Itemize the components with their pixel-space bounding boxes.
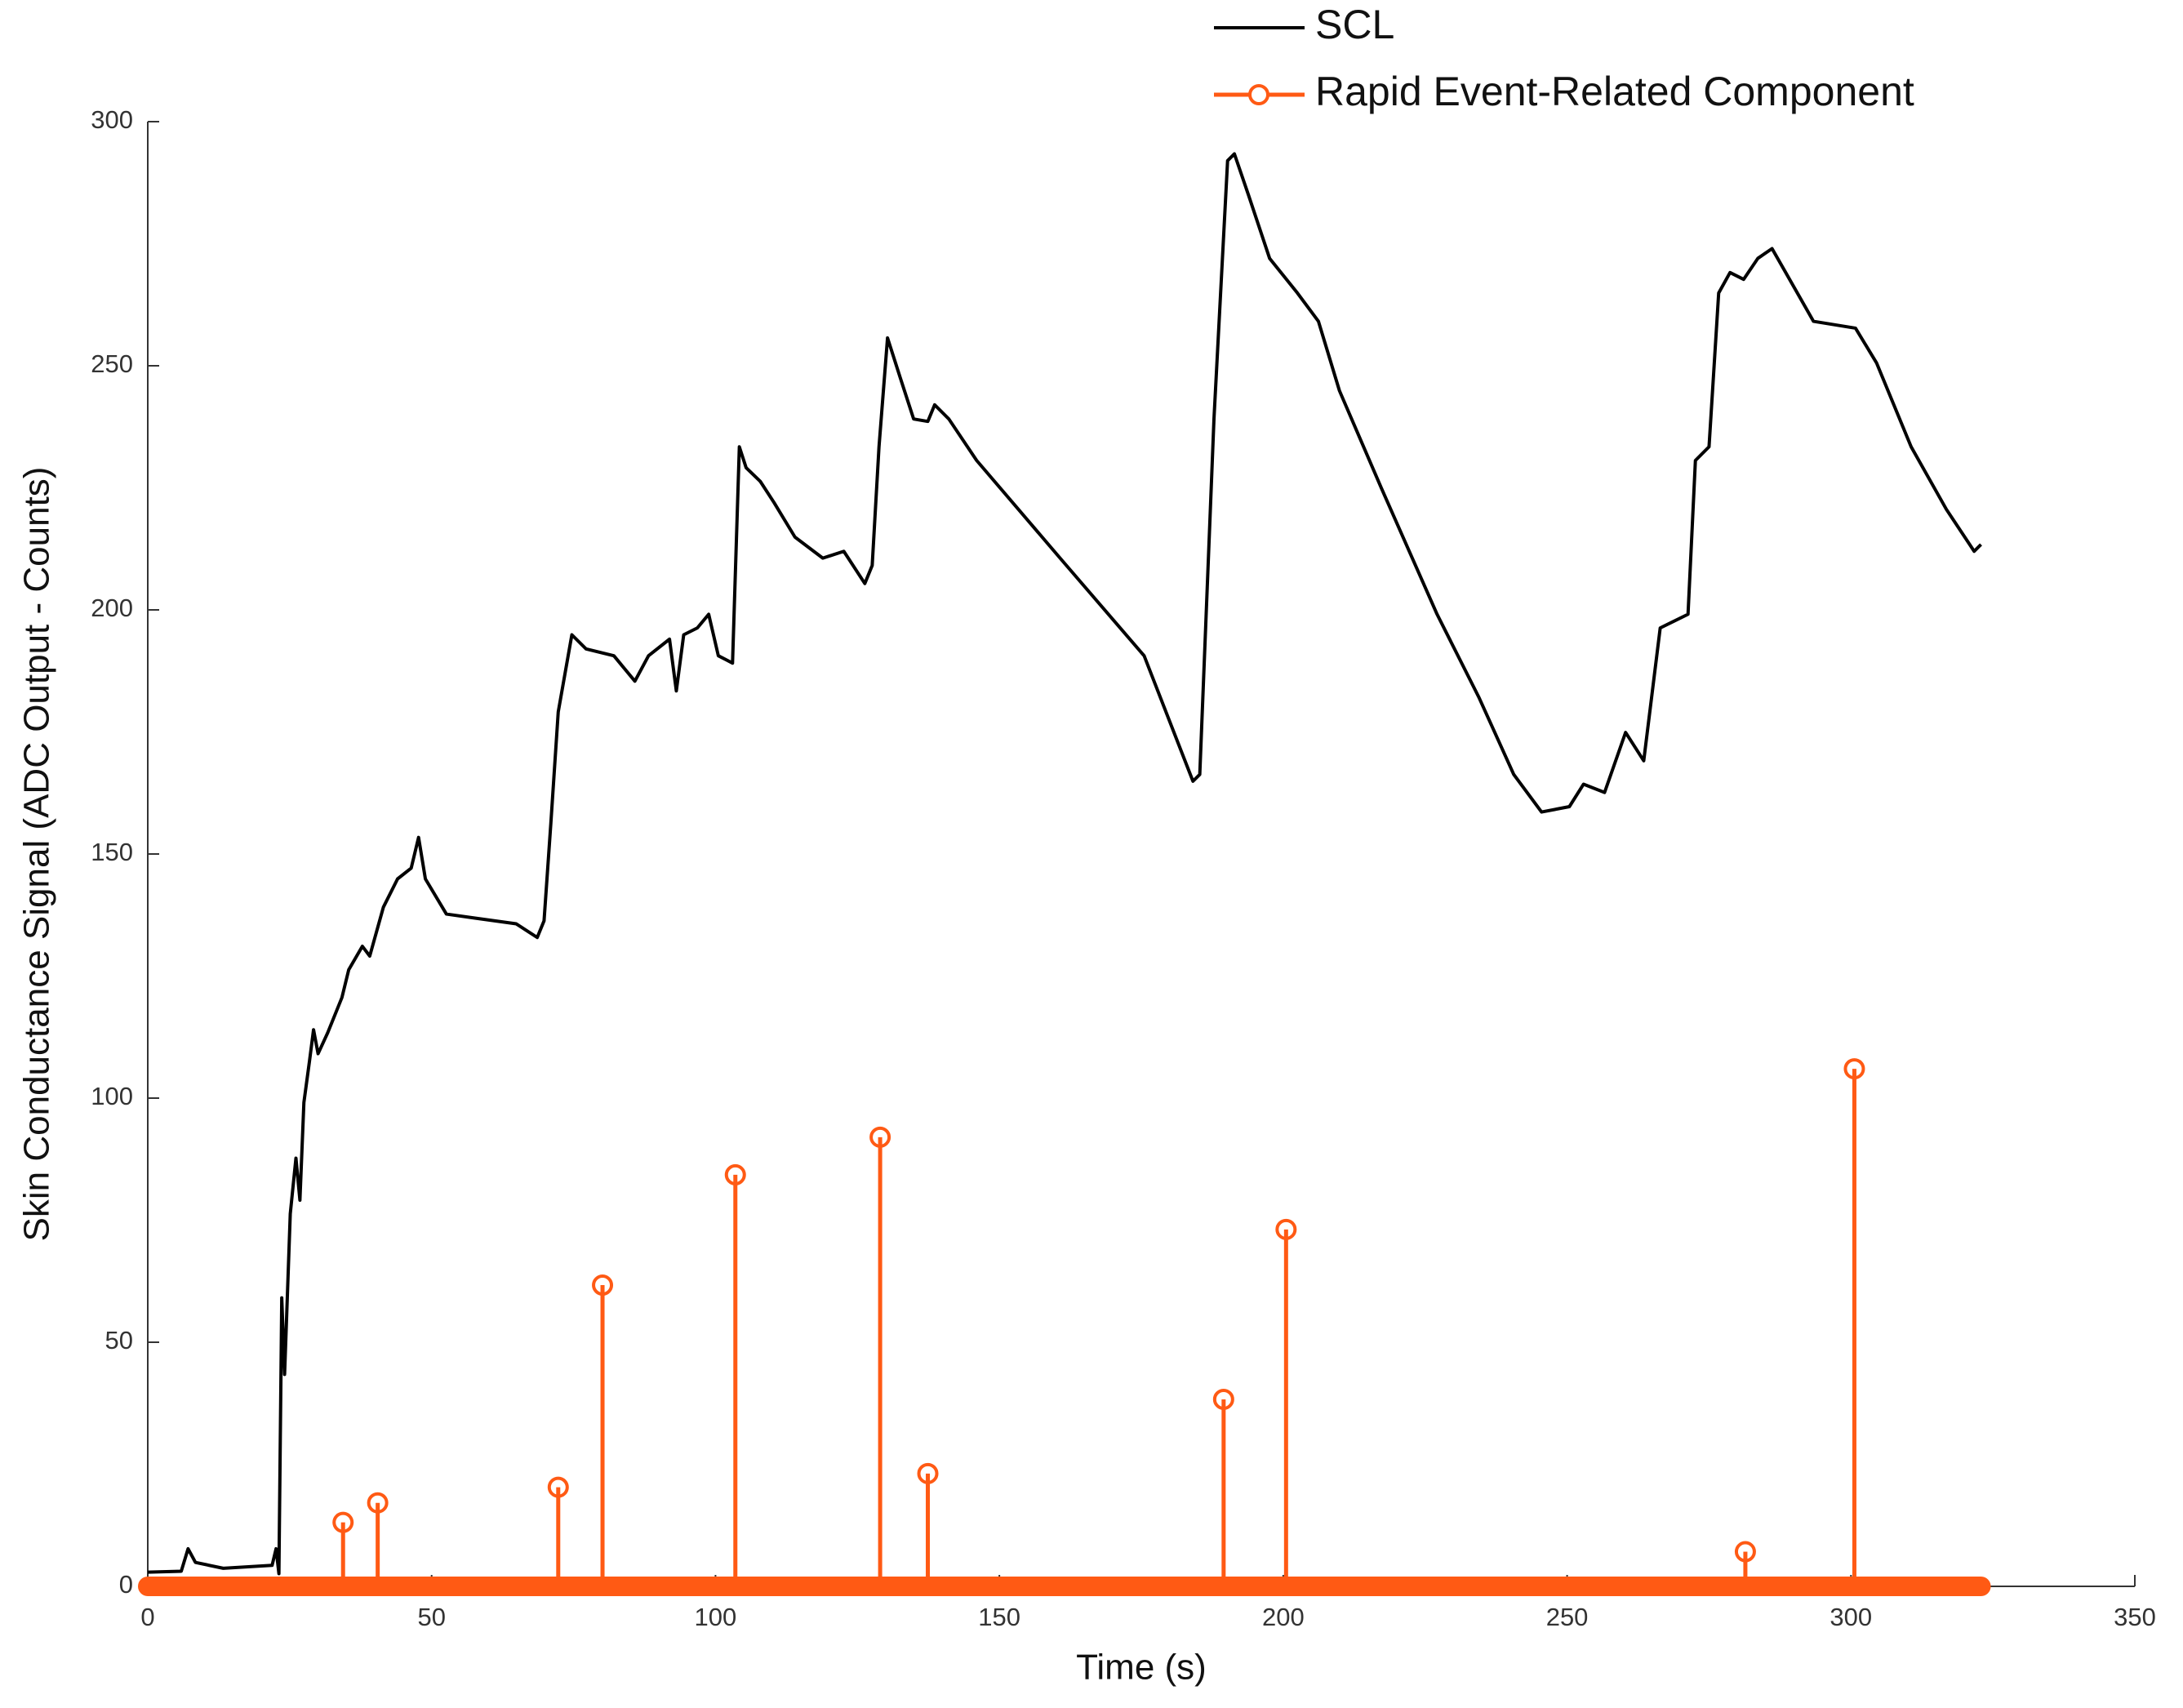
stem-marker (1275, 1218, 1297, 1240)
x-tick-label: 300 (1830, 1603, 1872, 1631)
y-tick-label: 250 (91, 349, 133, 378)
line (147, 152, 1982, 1576)
x-tick-label: 50 (417, 1603, 445, 1631)
legend-label: Rapid Event-Related Component (1315, 69, 1914, 114)
stem-marker (367, 1492, 389, 1514)
stem-marker (724, 1163, 746, 1185)
stem-marker (332, 1511, 354, 1533)
y-tick-label: 100 (91, 1082, 133, 1110)
x-tick-label: 250 (1546, 1603, 1589, 1631)
stem-marker (869, 1126, 891, 1148)
stem-marker (1843, 1058, 1865, 1080)
y-axis-label: Skin Conductance Signal (ADC Output - Co… (17, 467, 57, 1242)
stem-marker (1734, 1541, 1756, 1563)
x-tick-label: 100 (695, 1603, 737, 1631)
y-tick-label: 50 (105, 1326, 133, 1354)
stem-marker (917, 1462, 939, 1484)
legend-marker (1248, 84, 1269, 105)
y-tick-label: 300 (91, 105, 133, 134)
y-tick-label: 150 (91, 838, 133, 866)
legend-label: SCL (1315, 2, 1394, 47)
y-tick-label: 0 (119, 1570, 133, 1599)
x-tick-label: 350 (2114, 1603, 2156, 1631)
x-tick-label: 0 (140, 1603, 154, 1631)
x-tick-label: 150 (978, 1603, 1020, 1631)
x-tick-label: 200 (1262, 1603, 1305, 1631)
x-axis-label: Time (s) (1076, 1648, 1207, 1688)
stem-marker (1212, 1388, 1234, 1410)
stem-marker (592, 1274, 614, 1297)
stem-marker (547, 1476, 569, 1498)
y-tick-label: 200 (91, 594, 133, 622)
